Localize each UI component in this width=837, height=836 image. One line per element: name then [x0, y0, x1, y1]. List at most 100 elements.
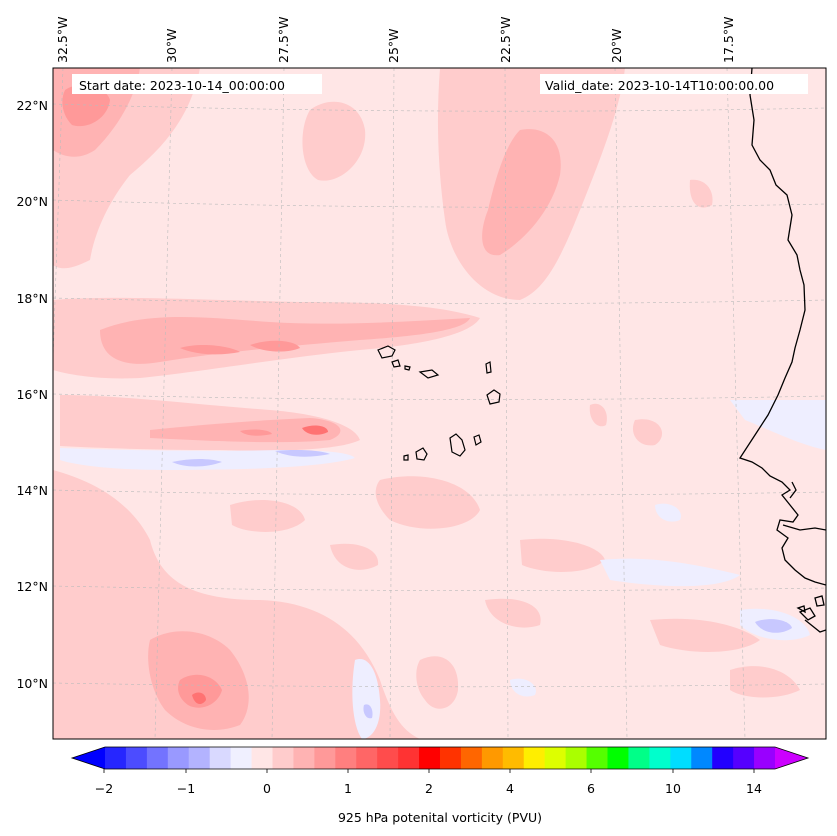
colorbar-segment — [419, 747, 441, 769]
colorbar-segment — [649, 747, 671, 769]
colorbar-segments — [105, 747, 776, 769]
colorbar-title: 925 hPa potenital vorticity (PVU) — [338, 810, 542, 825]
lat-label-3: 18°N — [16, 291, 48, 306]
pv-contour-light-patch-2 — [520, 538, 605, 572]
lat-label-7: 10°N — [16, 676, 48, 691]
parallel-10n — [53, 682, 826, 688]
island-sao-vicente — [391, 359, 401, 368]
island-santo-antao — [377, 345, 396, 359]
colorbar-segment — [293, 747, 315, 769]
colorbar-segment — [230, 747, 253, 769]
colorbar-tick-label-3: 0 — [263, 781, 271, 796]
meridian-25w — [389, 68, 395, 739]
graticule — [53, 68, 826, 739]
colorbar-segment — [607, 747, 630, 769]
colorbar-segment — [754, 747, 776, 769]
pv-contour-negative-south-core — [363, 704, 373, 719]
pv-contour-strong-northwest — [62, 84, 110, 127]
colorbar-segment — [733, 747, 755, 769]
lon-label-2: 30°W — [164, 28, 179, 63]
pv-contour-negative-band-14n-core — [172, 459, 222, 467]
pv-contour-light-patch-1 — [375, 476, 480, 529]
meridian-27-5w — [271, 68, 285, 739]
colorbar-segment — [105, 747, 127, 769]
pv-contour-negative-patch-1 — [655, 503, 681, 522]
coastline — [738, 68, 826, 633]
coastal-islet-2 — [796, 605, 806, 614]
parallel-20n — [53, 199, 826, 208]
colorbar-segment — [188, 747, 211, 769]
lon-label-3: 27.5°W — [276, 17, 291, 63]
pv-contour-strong-south — [178, 674, 222, 708]
pv-contour-strong-band-17n-2 — [250, 340, 300, 352]
colorbar-tick-label-2: −1 — [177, 781, 195, 796]
colorbar-segment — [272, 747, 295, 769]
pv-contour-mid-band-15n — [150, 418, 341, 443]
colorbar-segment — [335, 747, 357, 769]
colorbar-tick-label-9: 14 — [746, 781, 762, 796]
parallel-18n — [53, 297, 826, 304]
longitude-labels: 32.5°W 30°W 27.5°W 25°W 22.5°W 20°W 17.5… — [55, 17, 736, 63]
meridian-20w — [614, 68, 628, 739]
pv-contour-negative-east-3-core — [755, 619, 792, 633]
colorbar-segment — [377, 747, 399, 769]
parallel-14n — [53, 489, 826, 496]
start-date-box — [72, 74, 322, 94]
pv-contour-red-south — [192, 692, 206, 705]
start-date-label: Start date: 2023-10-14_00:00:00 — [79, 78, 285, 93]
colorbar-segment — [440, 747, 462, 769]
pv-contour-strong-band-15n — [240, 429, 272, 436]
pv-contour-negative-east-2 — [600, 558, 740, 587]
pv-contour-negative-band-14n-core-2 — [275, 450, 330, 457]
island-sao-nicolau — [418, 369, 440, 379]
pv-contour-light-patch-5 — [730, 666, 800, 698]
pv-contour-light-patch-6 — [689, 179, 713, 208]
pv-contour-negative-patch-2 — [510, 678, 536, 697]
lon-label-6: 20°W — [609, 28, 624, 63]
colorbar-segment — [628, 747, 650, 769]
island-santa-luzia — [404, 365, 411, 371]
colorbar-segment — [146, 747, 169, 769]
pv-contour-light-patch-9 — [230, 500, 305, 532]
pv-contour-red-band-15n — [302, 425, 328, 435]
colorbar-segment — [314, 747, 336, 769]
colorbar-segment — [565, 747, 588, 769]
colorbar-tick-label-8: 10 — [665, 781, 681, 796]
lat-label-4: 16°N — [16, 387, 48, 402]
pv-contour-mid-band-17n — [100, 317, 470, 364]
colorbar-under-arrow — [72, 747, 105, 769]
colorbar-segment — [460, 747, 483, 769]
colorbar-segment — [209, 747, 232, 769]
lon-label-4: 25°W — [386, 28, 401, 63]
meridian-30w — [154, 68, 173, 739]
colorbar-ticks — [103, 769, 755, 773]
lat-label-1: 22°N — [16, 98, 48, 113]
colorbar-outline — [70, 746, 810, 770]
pv-contour-light-patch-8 — [632, 419, 663, 446]
colorbar-segment — [125, 747, 148, 769]
colorbar-segment — [398, 747, 420, 769]
pv-contour-negative-band-14n — [60, 448, 355, 470]
map-frame — [52, 67, 827, 740]
lat-label-2: 20°N — [16, 194, 48, 209]
island-sal — [485, 361, 492, 374]
colorbar-segment — [502, 747, 525, 769]
lat-label-6: 12°N — [16, 579, 48, 594]
island-maio — [473, 434, 482, 446]
valid-date-label: Valid_date: 2023-10-14T10:00:00.00 — [545, 78, 774, 93]
lon-label-5: 22.5°W — [498, 17, 513, 63]
guinea-coast — [804, 619, 826, 633]
pv-contour-strong-band-17n — [180, 345, 240, 355]
meridian-22-5w — [504, 68, 509, 739]
colorbar-segment — [356, 747, 378, 769]
parallel-22n — [53, 103, 826, 112]
pv-contour-light-patch-3 — [416, 656, 459, 709]
colorbar-tick-label-1: −2 — [95, 781, 113, 796]
bijagos-islands — [798, 607, 816, 621]
pv-contour-mid-north-central — [482, 129, 561, 256]
colorbar-segment — [544, 747, 567, 769]
africa-coastline — [738, 68, 826, 586]
island-boa-vista — [486, 389, 501, 405]
colorbar-tick-labels: −2 −1 0 1 2 4 6 10 14 — [95, 781, 762, 796]
